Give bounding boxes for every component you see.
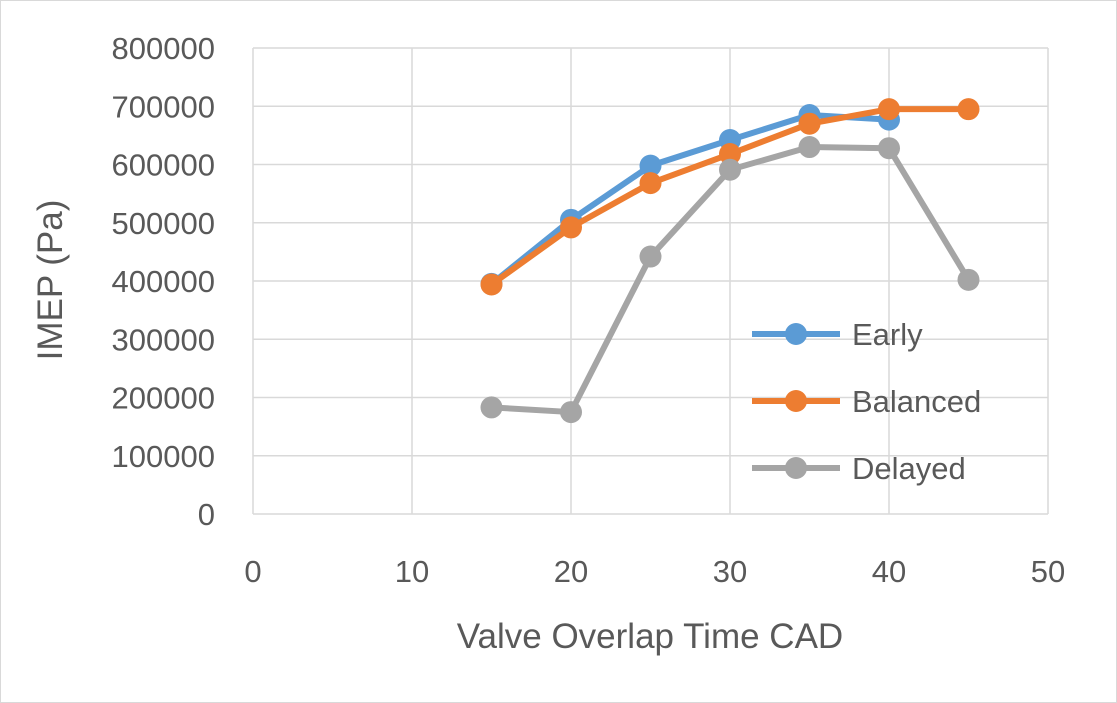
x-tick-label: 30	[713, 554, 747, 589]
series-delayed	[480, 136, 980, 424]
series-balanced	[480, 98, 980, 296]
gridlines	[252, 47, 1049, 515]
data-point	[719, 158, 741, 181]
y-tick-label: 400000	[112, 264, 215, 299]
x-tick-label: 20	[554, 554, 588, 589]
legend-label: Balanced	[852, 384, 981, 419]
x-tick-label: 10	[395, 554, 429, 589]
y-tick-label: 300000	[112, 322, 215, 357]
data-point	[878, 137, 900, 160]
x-tick-label: 40	[872, 554, 906, 589]
data-point	[639, 154, 662, 177]
data-point	[798, 112, 821, 135]
legend-swatch-marker	[785, 390, 807, 412]
data-point	[480, 273, 503, 296]
y-tick-label: 600000	[112, 148, 215, 183]
data-point	[957, 98, 980, 121]
legend-item-early: Early	[752, 317, 923, 352]
legend-item-delayed: Delayed	[752, 451, 966, 486]
y-tick-label: 700000	[112, 89, 215, 124]
series-layer	[480, 98, 980, 424]
data-point	[957, 268, 980, 291]
y-tick-label: 100000	[112, 439, 215, 474]
legend-swatch-marker	[785, 323, 807, 345]
legend-label: Delayed	[852, 451, 966, 486]
x-tick-label: 50	[1031, 554, 1065, 589]
x-axis-title: Valve Overlap Time CAD	[457, 617, 843, 656]
data-point	[560, 401, 582, 424]
y-tick-label: 200000	[112, 381, 215, 416]
series-early	[480, 103, 900, 295]
legend-item-balanced: Balanced	[752, 384, 981, 419]
y-axis-title: IMEP (Pa)	[31, 200, 70, 361]
data-point	[798, 136, 821, 159]
data-point	[639, 245, 662, 268]
x-tick-label: 0	[244, 554, 261, 589]
data-point	[480, 396, 503, 419]
legend-label: Early	[852, 317, 923, 352]
axes: 0 10 20 30 40 50 0 100000 200000 300000 400000 5000…	[112, 31, 1066, 589]
series-line	[488, 111, 892, 287]
data-point	[560, 216, 582, 239]
y-tick-label: 0	[198, 497, 215, 532]
y-tick-label: 800000	[112, 31, 215, 66]
y-tick-label: 500000	[112, 206, 215, 241]
legend: Early Balanced Delayed	[752, 317, 981, 486]
data-point	[878, 98, 900, 121]
data-point	[719, 143, 741, 166]
data-point	[639, 172, 662, 195]
legend-swatch-marker	[785, 457, 807, 479]
